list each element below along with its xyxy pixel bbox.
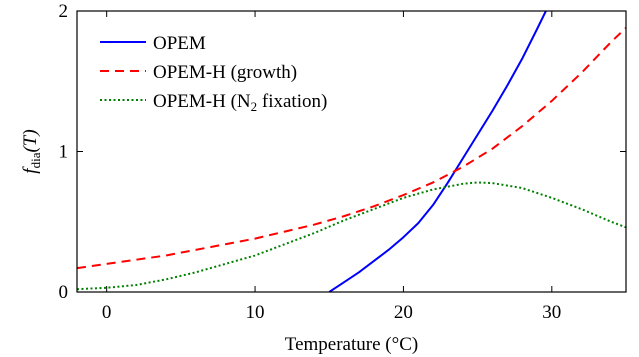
legend-label-2: OPEM-H (growth) <box>153 62 297 83</box>
x-tick-label: 10 <box>246 302 265 323</box>
x-tick-label: 0 <box>102 302 112 323</box>
y-axis-title: fdia(T) <box>20 129 43 173</box>
legend-label-3: OPEM-H (N2 fixation) <box>153 91 327 114</box>
y-axis-title-argument: (T) <box>20 129 41 152</box>
legend-label-main: OPEM-H (N <box>153 91 251 112</box>
x-tick-label: 20 <box>394 302 413 323</box>
series-line-1 <box>328 11 547 292</box>
series-line-2 <box>77 27 626 270</box>
legend: OPEM OPEM-H (growth) OPEM-H (N2 fixation) <box>100 33 327 114</box>
legend-label-rest: fixation) <box>257 91 327 112</box>
axes: 0 10 20 30 0 1 2 <box>59 1 627 323</box>
legend-label-1: OPEM <box>153 33 206 54</box>
x-axis-title: Temperature (°C) <box>285 334 418 355</box>
y-axis-title-main: f <box>20 166 41 174</box>
legend-label-subscript: 2 <box>251 99 258 114</box>
y-axis-title-subscript: dia <box>28 152 43 168</box>
y-tick-label: 2 <box>59 1 69 22</box>
y-tick-label: 0 <box>59 282 69 303</box>
x-tick-label: 30 <box>542 302 561 323</box>
series-lines <box>77 11 626 292</box>
y-tick-label: 1 <box>59 142 69 163</box>
series-line-3 <box>77 181 626 291</box>
